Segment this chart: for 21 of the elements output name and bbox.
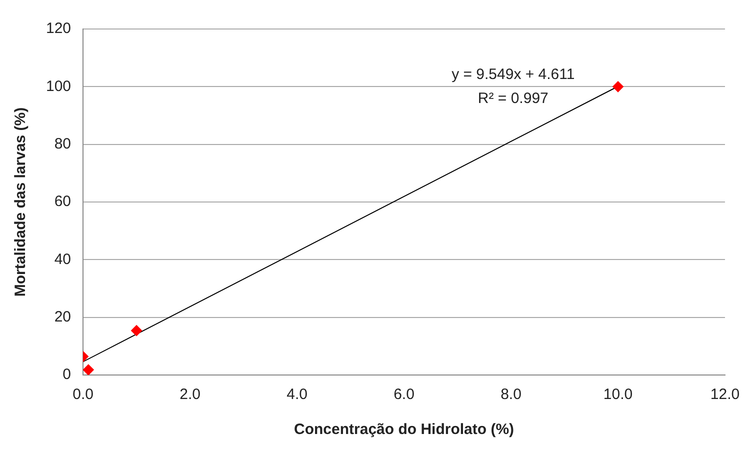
y-tick-label: 100 xyxy=(46,78,72,95)
x-tick-label: 0.0 xyxy=(72,386,94,404)
y-tick-label: 40 xyxy=(54,250,72,268)
y-tick-label: 80 xyxy=(54,135,72,152)
annotation: R² = 0.997 xyxy=(478,90,548,107)
point xyxy=(83,364,94,375)
y-axis-title: Mortalidade das larvas (%) xyxy=(12,107,30,297)
annotation: y = 9.549x + 4.611 xyxy=(452,66,575,83)
y-tick-label: 60 xyxy=(54,193,72,210)
x-tick-label: 6.0 xyxy=(394,386,414,404)
x-tick-label: 4.0 xyxy=(286,386,308,404)
y-tick-label: 0 xyxy=(62,366,72,384)
x-axis-title: Concentração do Hidrolato (%) xyxy=(294,421,514,438)
x-tick-label: 8.0 xyxy=(500,386,522,404)
y-tick-label: 20 xyxy=(54,308,72,326)
x-tick-label: 10.0 xyxy=(603,386,633,404)
point xyxy=(612,81,624,92)
y-tick-label: 120 xyxy=(46,20,72,38)
x-tick-label: 12.0 xyxy=(710,386,740,404)
point xyxy=(131,325,142,336)
x-tick-label: 2.0 xyxy=(180,386,200,404)
